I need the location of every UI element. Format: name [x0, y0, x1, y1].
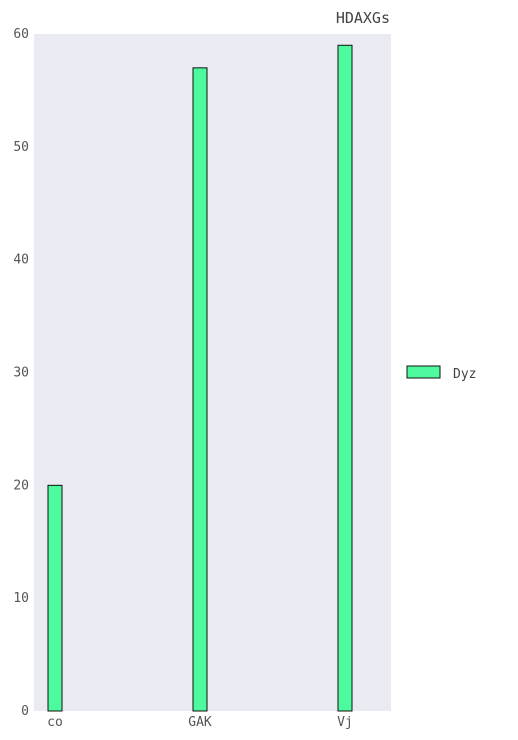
x-axis-ticks: co GAK Vj — [47, 715, 353, 730]
y-tick-label: 10 — [13, 591, 29, 606]
plot-area — [34, 34, 391, 711]
chart-title: HDAXGs — [336, 9, 390, 27]
y-axis-ticks: 0 10 20 30 40 50 60 — [13, 27, 29, 719]
y-tick-label: 30 — [13, 366, 29, 381]
y-tick-label: 0 — [21, 704, 29, 719]
bar — [337, 44, 353, 712]
y-tick-label: 50 — [13, 140, 29, 155]
bar — [192, 67, 208, 712]
legend: Dyz — [406, 365, 476, 382]
legend-label: Dyz — [453, 367, 476, 382]
legend-swatch — [406, 365, 441, 379]
y-tick-label: 60 — [13, 27, 29, 42]
y-tick-label: 40 — [13, 253, 29, 268]
x-tick-label: co — [47, 715, 63, 730]
y-tick-label: 20 — [13, 478, 29, 493]
bar-series — [47, 44, 353, 712]
x-tick-label: GAK — [188, 715, 212, 730]
x-tick-label: Vj — [337, 715, 353, 730]
bar — [47, 484, 63, 712]
